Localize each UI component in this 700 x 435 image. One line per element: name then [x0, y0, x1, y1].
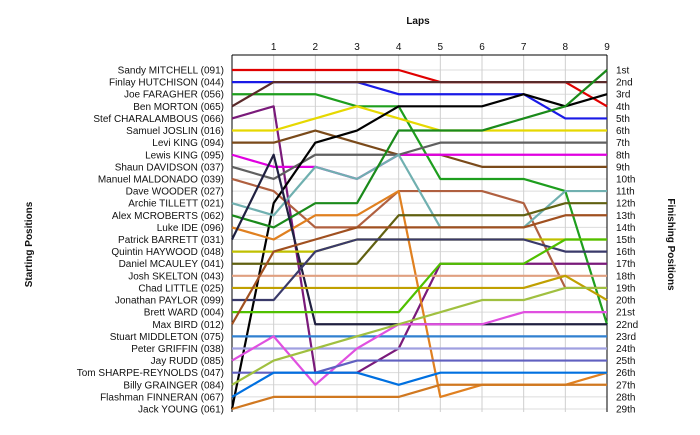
starting-position-label: Joe FARAGHER (056) — [124, 90, 224, 101]
starting-position-label: Jack YOUNG (061) — [138, 405, 224, 416]
x-tick-label: 3 — [354, 42, 360, 53]
starting-position-label: Quintin HAYWOOD (048) — [111, 247, 224, 258]
finishing-position-label: 20th — [616, 296, 635, 307]
series-layer — [230, 68, 609, 411]
series-line-26 — [232, 359, 607, 374]
starting-position-label: Levi KING (094) — [152, 138, 224, 149]
series-line-11 — [230, 93, 608, 410]
finishing-position-label: 12th — [616, 199, 635, 210]
starting-position-label: Flashman FINNERAN (067) — [100, 392, 224, 403]
starting-position-label: Manuel MALDONADO (039) — [98, 174, 224, 185]
series-line-29 — [231, 383, 607, 411]
series-line-9 — [231, 141, 607, 181]
starting-position-label: Jonathan PAYLOR (099) — [115, 296, 224, 307]
chart-labels: Laps 1 2 3 4 5 6 7 8 9 Sandy MITCHELL (091)Finlay … — [24, 16, 676, 416]
starting-position-label: Dave WOODER (027) — [126, 187, 224, 198]
finishing-position-label: 11th — [616, 187, 635, 198]
series-line-6 — [232, 105, 607, 132]
chart-grid — [231, 54, 608, 412]
finishing-position-label: 2nd — [616, 78, 633, 89]
starting-position-label: Patrick BARRETT (031) — [118, 235, 224, 246]
finishing-position-label: 23rd — [616, 332, 636, 343]
x-tick-label: 9 — [604, 42, 610, 53]
series-line-3 — [232, 93, 609, 325]
finishing-position-label: 29th — [616, 405, 635, 416]
starting-position-label: Max BIRD (012) — [152, 320, 224, 331]
series-line-25 — [231, 311, 607, 386]
series-line-22 — [231, 214, 607, 325]
finishing-position-label: 25th — [616, 356, 635, 367]
starting-position-label: Lewis KING (095) — [145, 150, 224, 161]
finishing-position-label: 6th — [616, 126, 630, 137]
x-tick-label: 1 — [271, 42, 277, 53]
finishing-position-label: 5th — [616, 114, 630, 125]
finishing-position-label: 16th — [616, 247, 635, 258]
starting-position-label: Tom SHARPE-REYNOLDS (047) — [77, 368, 224, 379]
x-axis-title: Laps — [406, 16, 430, 27]
starting-position-label: Archie TILLETT (021) — [128, 199, 224, 210]
starting-position-label: Stuart MIDDLETON (075) — [110, 332, 224, 343]
finishing-position-label: 1st — [616, 66, 630, 77]
series-line-14 — [231, 189, 608, 398]
starting-position-label: Sandy MITCHELL (091) — [118, 66, 224, 77]
starting-position-label: Finlay HUTCHISON (044) — [109, 78, 224, 89]
series-line-16 — [232, 238, 607, 253]
x-tick-label: 7 — [521, 42, 527, 53]
starting-position-label: Luke IDE (096) — [157, 223, 224, 234]
x-tick-label: 4 — [396, 42, 402, 53]
x-tick-label: 6 — [479, 42, 485, 53]
finishing-position-label: 7th — [616, 138, 630, 149]
starting-position-label: Samuel JOSLIN (016) — [126, 126, 224, 137]
finishing-position-label: 8th — [616, 150, 630, 161]
series-line-20 — [232, 238, 607, 302]
finishing-position-label: 27th — [616, 380, 635, 391]
starting-position-label: Brett WARD (004) — [144, 308, 224, 319]
starting-position-label: Shaun DAVIDSON (037) — [115, 162, 224, 173]
starting-position-label: Chad LITTLE (025) — [138, 283, 224, 294]
series-line-13 — [231, 69, 608, 229]
finishing-position-label: 15th — [616, 235, 635, 246]
finishing-position-label: 24th — [616, 344, 635, 355]
series-line-2 — [232, 81, 607, 120]
starting-position-label: Billy GRAINGER (084) — [123, 380, 224, 391]
x-tick-label: 8 — [563, 42, 569, 53]
right-axis-title: Finishing Positions — [665, 198, 676, 291]
starting-position-label: Alex MCROBERTS (062) — [112, 211, 224, 222]
series-line-1 — [232, 68, 608, 108]
starting-position-label: Josh SKELTON (043) — [128, 271, 224, 282]
starting-position-label: Ben MORTON (065) — [133, 102, 224, 113]
series-line-4 — [231, 81, 607, 108]
finishing-position-label: 17th — [616, 259, 635, 270]
x-tick-label: 2 — [313, 42, 319, 53]
series-line-28 — [231, 371, 607, 398]
finishing-position-label: 22nd — [616, 320, 638, 331]
series-line-17 — [232, 202, 607, 265]
series-line-21 — [232, 238, 607, 314]
finishing-position-label: 21st — [616, 308, 635, 319]
finishing-position-label: 10th — [616, 174, 635, 185]
x-tick-label: 5 — [438, 42, 444, 53]
starting-position-label: Jay RUDD (085) — [151, 356, 224, 367]
starting-position-label: Stef CHARALAMBOUS (066) — [93, 114, 224, 125]
finishing-position-label: 13th — [616, 211, 635, 222]
finishing-position-label: 19th — [616, 283, 635, 294]
finishing-position-label: 3rd — [616, 90, 630, 101]
starting-position-label: Peter GRIFFIN (038) — [131, 344, 224, 355]
finishing-position-label: 14th — [616, 223, 635, 234]
finishing-position-label: 4th — [616, 102, 630, 113]
series-line-27 — [231, 286, 607, 386]
finishing-position-label: 26th — [616, 368, 635, 379]
finishing-position-label: 18th — [616, 271, 635, 282]
finishing-position-label: 9th — [616, 162, 630, 173]
finishing-position-label: 28th — [616, 392, 635, 403]
starting-position-label: Daniel MCAULEY (041) — [119, 259, 224, 270]
left-axis-title: Starting Positions — [24, 201, 35, 287]
